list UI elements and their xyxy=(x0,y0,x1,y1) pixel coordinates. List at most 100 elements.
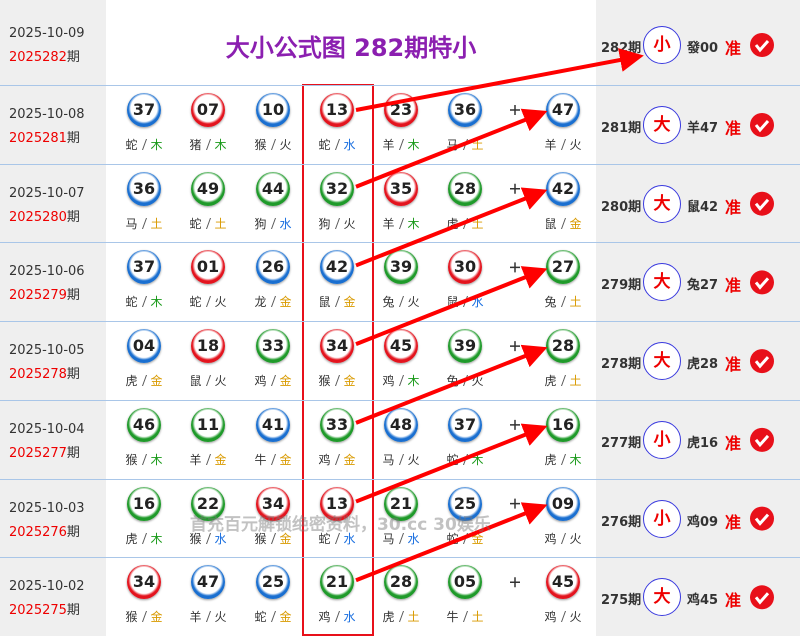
element: 火 xyxy=(214,610,227,625)
ball: 28 xyxy=(448,171,482,206)
separator xyxy=(560,375,566,387)
element: 木 xyxy=(569,452,582,467)
size-badge: 大 xyxy=(643,263,681,302)
ball-label: 虎木 xyxy=(109,530,179,547)
ball-label: 羊木 xyxy=(366,136,436,153)
period-unit: 期 xyxy=(66,445,80,461)
ball: 09 xyxy=(546,486,580,521)
verdict: 准 xyxy=(725,276,742,296)
separator xyxy=(560,139,566,150)
separator xyxy=(398,139,404,150)
element: 火 xyxy=(279,138,292,152)
plus-sign xyxy=(510,262,520,273)
ball-label: 蛇水 xyxy=(302,136,372,153)
ball: 28 xyxy=(384,565,418,600)
verdict: 准 xyxy=(725,119,742,138)
zodiac: 蛇 xyxy=(254,610,267,625)
result-period: 281期 xyxy=(601,121,642,136)
size-badge: 大 xyxy=(643,184,681,223)
ball-label: 蛇木 xyxy=(109,293,179,310)
element: 土 xyxy=(214,216,227,231)
ball-label: 鼠火 xyxy=(173,372,243,389)
separator xyxy=(334,611,340,623)
ball-label: 蛇木 xyxy=(430,451,500,468)
result-period: 280期 xyxy=(601,199,642,215)
zodiac: 兔 xyxy=(446,374,459,389)
period: 2025278期 xyxy=(9,363,80,382)
element: 水 xyxy=(279,216,292,231)
separator xyxy=(398,217,404,229)
element: 土 xyxy=(471,610,484,625)
ball: 33 xyxy=(256,329,290,364)
period-unit: 期 xyxy=(66,50,80,65)
ball-label: 马土 xyxy=(430,136,500,153)
zodiac: 兔 xyxy=(544,295,557,310)
separator xyxy=(205,217,211,229)
zodiac: 牛 xyxy=(446,610,459,625)
separator xyxy=(141,453,147,465)
ball-label: 猪木 xyxy=(173,136,243,153)
separator xyxy=(270,375,276,387)
ball: 42 xyxy=(320,250,354,285)
ball-label: 兔土 xyxy=(528,293,598,310)
result-period: 277期 xyxy=(601,435,642,451)
ball-label: 狗火 xyxy=(302,215,372,232)
element: 金 xyxy=(279,531,292,546)
zodiac: 虎 xyxy=(544,374,557,389)
zodiac: 蛇 xyxy=(125,295,138,310)
zodiac: 兔 xyxy=(382,295,395,310)
period: 2025281期 xyxy=(9,127,80,146)
ball-label: 鼠水 xyxy=(430,293,500,310)
ball-label: 狗水 xyxy=(238,215,308,232)
separator xyxy=(205,453,211,465)
ball: 46 xyxy=(127,407,161,442)
separator xyxy=(334,139,340,150)
result-period: 275期 xyxy=(601,593,642,609)
row-left xyxy=(0,86,106,164)
separator xyxy=(334,453,340,465)
ball: 37 xyxy=(448,407,482,442)
ball-label: 猴火 xyxy=(238,136,308,153)
period: 2025282期 xyxy=(9,46,80,65)
ball: 13 xyxy=(320,93,354,127)
ball: 34 xyxy=(320,329,354,364)
ball: 21 xyxy=(320,565,354,600)
ball-label: 兔火 xyxy=(366,293,436,310)
element: 金 xyxy=(569,216,582,231)
separator xyxy=(398,611,404,623)
zodiac: 羊 xyxy=(382,138,395,152)
date: 2025-10-07 xyxy=(9,185,85,201)
element: 金 xyxy=(279,610,292,625)
separator xyxy=(560,453,566,465)
separator xyxy=(141,296,147,308)
period: 2025279期 xyxy=(9,284,80,303)
title: 大小公式图 282期特小 xyxy=(225,34,477,62)
zodiac: 蛇 xyxy=(189,216,202,231)
row-left xyxy=(0,322,106,400)
separator xyxy=(270,611,276,623)
element: 土 xyxy=(150,216,163,231)
element: 火 xyxy=(569,610,582,625)
element: 木 xyxy=(150,138,163,152)
zodiac: 鸡 xyxy=(254,374,267,389)
separator xyxy=(560,611,566,623)
period-num: 2025276 xyxy=(9,524,67,540)
element: 金 xyxy=(279,295,292,310)
zodiac: 虎 xyxy=(382,610,395,625)
zodiac-number: 鼠42 xyxy=(687,199,719,215)
ball-label: 鼠金 xyxy=(528,215,598,232)
period: 2025275期 xyxy=(9,599,80,618)
row-left xyxy=(0,164,106,243)
row-left xyxy=(0,558,106,636)
zodiac: 猴 xyxy=(254,531,267,546)
date: 2025-10-06 xyxy=(9,264,85,280)
ball: 04 xyxy=(127,329,161,364)
ball-label: 虎金 xyxy=(109,372,179,389)
verdict: 准 xyxy=(725,433,742,453)
period-num: 2025278 xyxy=(9,367,67,383)
separator xyxy=(270,217,276,229)
zodiac: 猪 xyxy=(189,138,202,152)
result-period: 278期 xyxy=(601,357,642,373)
ball-label: 猴木 xyxy=(109,451,179,468)
separator xyxy=(560,217,566,229)
